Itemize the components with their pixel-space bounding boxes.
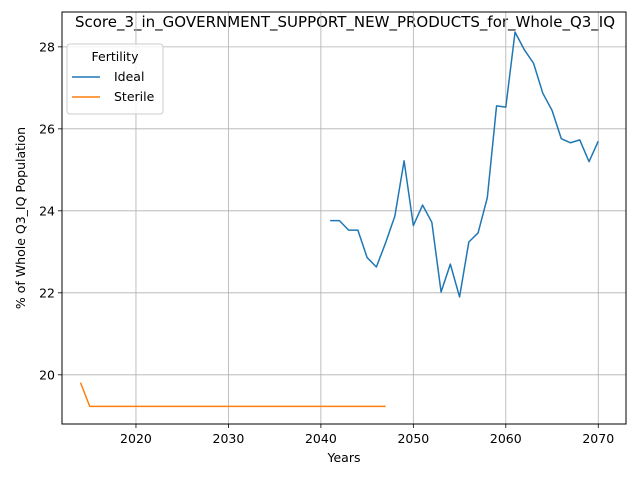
y-tick-label: 28 <box>39 39 55 54</box>
series-lines <box>79 31 599 408</box>
x-tick-label: 2040 <box>305 431 337 446</box>
x-tick-label: 2030 <box>213 431 245 446</box>
y-tick-label: 26 <box>39 121 55 136</box>
x-tick-label: 2060 <box>490 431 522 446</box>
series-line-sterile <box>79 382 386 408</box>
axis-ticks: 2020 2030 2040 2050 2060 2070 20 22 24 26 28 <box>39 39 614 446</box>
legend-title: Fertility <box>92 49 140 64</box>
legend-label-sterile: Sterile <box>114 89 155 104</box>
x-tick-label: 2050 <box>397 431 429 446</box>
y-tick-label: 20 <box>39 367 55 382</box>
x-tick-label: 2070 <box>582 431 614 446</box>
legend-label-ideal: Ideal <box>114 69 144 84</box>
series-line-ideal <box>330 31 599 298</box>
plot-area-frame <box>61 11 627 425</box>
grid-lines <box>62 12 626 424</box>
y-axis-label: % of Whole Q3_IQ Population <box>13 127 28 309</box>
y-tick-label: 24 <box>39 203 55 218</box>
legend: Fertility Ideal Sterile <box>66 43 164 115</box>
chart-title: Score_3_in_GOVERNMENT_SUPPORT_NEW_PRODUC… <box>75 13 615 32</box>
x-axis-label: Years <box>327 450 361 465</box>
x-tick-label: 2020 <box>120 431 152 446</box>
y-tick-label: 22 <box>39 285 55 300</box>
